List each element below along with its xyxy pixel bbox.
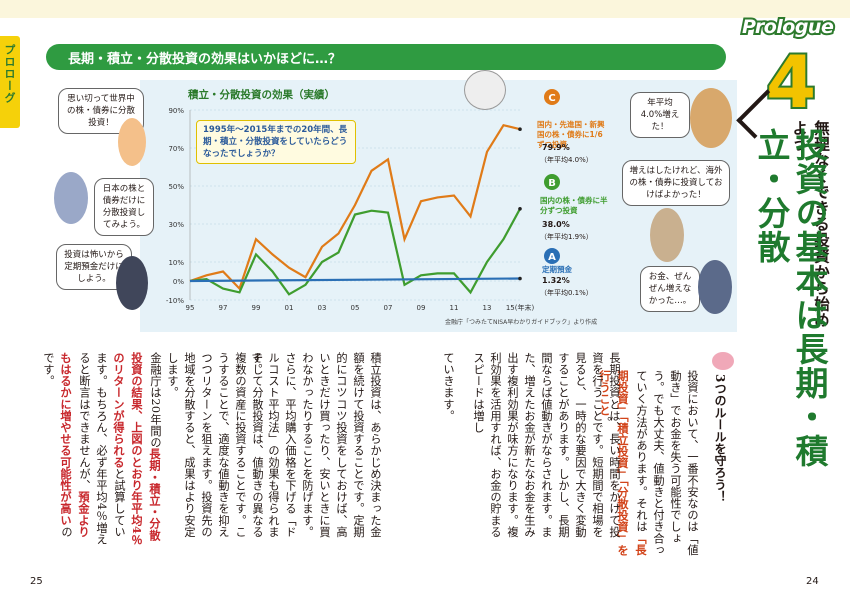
- figure-heading-bar: 長期・積立・分散投資の効果はいかほどに…？: [46, 44, 726, 70]
- series-b-result: 38.0%: [542, 220, 570, 229]
- woman-figure: [118, 118, 146, 166]
- series-c-result: 79.9%: [542, 143, 570, 152]
- series-a-line: [189, 277, 521, 283]
- series-a-endpoint: [518, 276, 522, 281]
- y-tick-label: 30%: [168, 221, 184, 229]
- x-tick-label: 99: [252, 304, 261, 312]
- page-number-right: 24: [806, 576, 819, 587]
- bubble-japan: 日本の株と債券だけに分散投資してみよう。: [94, 178, 154, 236]
- series-b-marker-letter: B: [548, 178, 556, 189]
- series-c-annual: （年平均4.0%）: [540, 156, 593, 164]
- chart-title: 積立・分散投資の効果（実績）: [188, 89, 335, 101]
- series-c-endpoint: [518, 127, 522, 131]
- figure-heading: 長期・積立・分散投資の効果はいかほどに…？: [68, 52, 342, 67]
- cat-mascot: [464, 70, 506, 110]
- x-tick-label: 01: [285, 304, 294, 312]
- series-c-marker: [544, 89, 560, 105]
- top-band: [0, 0, 850, 18]
- x-tick-label: 15(年末): [506, 303, 535, 312]
- left-paragraph-3: そして分散投資は、値動きの異なる複数の資産に投資することです。こうすることで、適…: [166, 352, 264, 538]
- figure-source: 金融庁「つみたてNISA早わかりガイドブック」より作成: [445, 319, 598, 326]
- page-subtitle: 無理なくできる投資から始めよう: [790, 120, 831, 328]
- series-a-result: 1.32%: [542, 276, 570, 285]
- series-a-annual: （年平均0.1%）: [540, 289, 593, 297]
- series-a-label: 定期預金: [542, 265, 572, 274]
- series-a-marker: [544, 248, 560, 264]
- series-c-marker-letter: C: [548, 93, 555, 104]
- series-b-label: 国内の株・債券に半分ずつ投資: [540, 196, 608, 215]
- happy-woman-figure: [690, 88, 732, 148]
- left-paragraph-2: 積立投資は、あらかじめ決まった金額を続けて投資することです。定期的にコツコツ投資…: [250, 352, 382, 538]
- x-tick-label: 13: [483, 304, 492, 312]
- y-tick-label: 70%: [168, 145, 184, 153]
- left-paragraph-1: ていきます。: [442, 352, 455, 422]
- series-b-marker: [544, 174, 560, 190]
- side-tab-label: プロローグ: [3, 44, 16, 104]
- salaryman-figure: [116, 256, 148, 310]
- question-box: 1995年～2015年までの20年間、長期・積立・分散投資をしていたらどうなった…: [196, 120, 356, 164]
- y-tick-label: 10%: [168, 259, 184, 267]
- series-c-line: [189, 123, 521, 291]
- x-tick-label: 95: [186, 304, 195, 312]
- x-tick-label: 07: [384, 304, 393, 312]
- prologue-label: Prologue: [740, 14, 836, 40]
- right-paragraph-2: 長期投資とは、長い時間をかけて投資を行うことです。短期間で相場を見ると、一時的な…: [472, 352, 621, 538]
- man-figure: [54, 172, 88, 224]
- y-tick-label: 90%: [168, 107, 184, 115]
- series-b-annual: （年平均1.9%）: [540, 233, 593, 241]
- series-c-label: 国内・先進国・新興国の株・債券に1/6ずつ投資: [537, 120, 605, 149]
- y-tick-label: -10%: [166, 297, 184, 305]
- series-a-marker-letter: A: [548, 252, 556, 263]
- x-tick-label: 03: [318, 304, 327, 312]
- page-title: 投資の基本は長期・積立・分散: [752, 128, 829, 468]
- right-paragraph-1: 投資において、一番不安なのは「値動き」でお金を失う可能性でしょう。でも大丈夫、値…: [598, 370, 699, 556]
- worried-woman-figure: [650, 208, 684, 262]
- bubble-result-b: 増えはしたけれど、海外の株・債券に投資しておけばよかった！: [622, 160, 730, 206]
- rule-heading: 3つのルールを守ろう！: [713, 374, 727, 503]
- page-number-left: 25: [30, 576, 43, 587]
- y-tick-label: 50%: [168, 183, 184, 191]
- piggy-bank-icon: [712, 352, 734, 370]
- y-tick-label: 0%: [173, 278, 184, 286]
- bubble-result-a: お金、ぜんぜん増えなかった…。: [640, 266, 700, 312]
- x-tick-label: 09: [417, 304, 426, 312]
- x-tick-label: 97: [219, 304, 228, 312]
- x-tick-label: 11: [450, 304, 459, 312]
- x-tick-label: 05: [351, 304, 360, 312]
- prologue-side-tab: プロローグ: [0, 36, 20, 128]
- sad-man-figure: [698, 260, 732, 314]
- chapter-number: 4: [764, 38, 818, 126]
- series-b-endpoint: [518, 207, 522, 211]
- left-paragraph-4: 金融庁は20年間の長期・積立・分散投資の結果、上図のとおり年平均4％のリターンが…: [42, 352, 162, 546]
- bubble-result-c: 年平均4.0%増えた！: [630, 92, 690, 138]
